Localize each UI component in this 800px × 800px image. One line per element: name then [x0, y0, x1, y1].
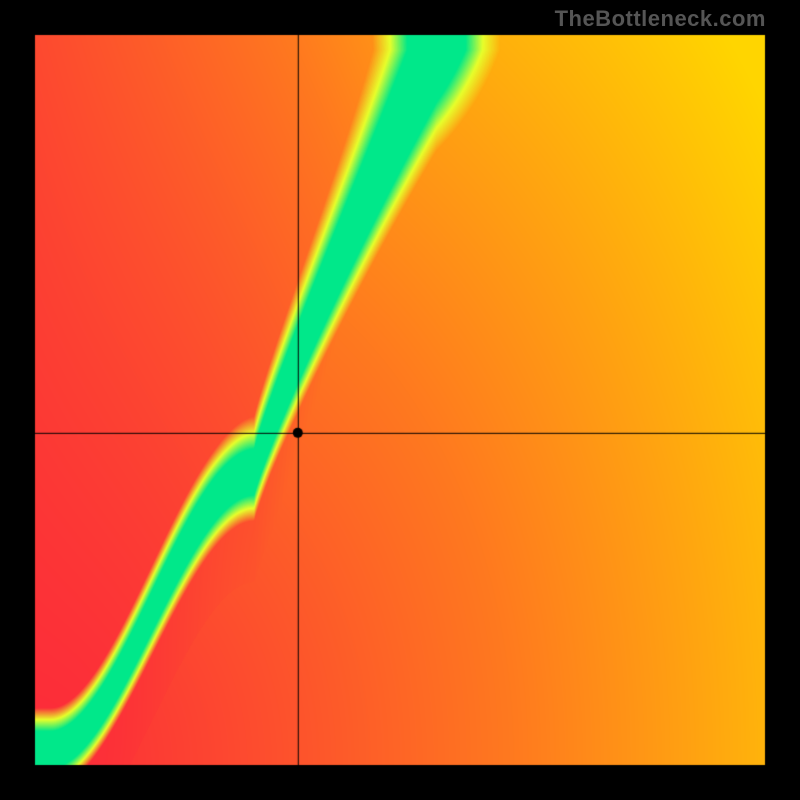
watermark-text: TheBottleneck.com: [555, 6, 766, 32]
chart-container: TheBottleneck.com: [0, 0, 800, 800]
bottleneck-heatmap: [0, 0, 800, 800]
